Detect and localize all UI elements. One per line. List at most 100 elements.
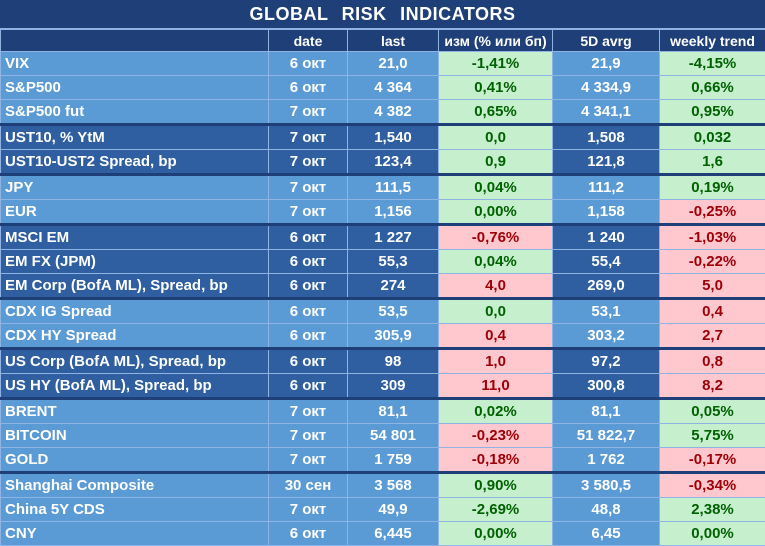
header-avg: 5D avrg	[553, 30, 660, 52]
row-weekly: 0,8	[660, 349, 765, 374]
row-avg: 55,4	[553, 250, 660, 274]
header-date: date	[269, 30, 348, 52]
row-avg: 269,0	[553, 274, 660, 299]
row-date: 7 окт	[269, 100, 348, 125]
row-name: Shanghai Composite	[1, 473, 269, 498]
row-last: 49,9	[348, 498, 439, 522]
row-name: VIX	[1, 52, 269, 76]
row-name: China 5Y CDS	[1, 498, 269, 522]
row-change: 0,4	[439, 324, 553, 349]
row-name: MSCI EM	[1, 225, 269, 250]
row-change: -0,18%	[439, 448, 553, 473]
header-last: last	[348, 30, 439, 52]
row-last: 305,9	[348, 324, 439, 349]
row-weekly: 1,6	[660, 150, 765, 175]
row-last: 53,5	[348, 299, 439, 324]
row-last: 274	[348, 274, 439, 299]
row-last: 4 382	[348, 100, 439, 125]
row-date: 7 окт	[269, 150, 348, 175]
row-change: -1,41%	[439, 52, 553, 76]
row-last: 21,0	[348, 52, 439, 76]
row-last: 309	[348, 374, 439, 399]
row-avg: 300,8	[553, 374, 660, 399]
row-avg: 1 762	[553, 448, 660, 473]
row-date: 6 окт	[269, 522, 348, 546]
row-weekly: -4,15%	[660, 52, 765, 76]
row-weekly: 0,95%	[660, 100, 765, 125]
row-name: CNY	[1, 522, 269, 546]
row-date: 7 окт	[269, 175, 348, 200]
row-weekly: 5,75%	[660, 424, 765, 448]
row-last: 54 801	[348, 424, 439, 448]
row-last: 111,5	[348, 175, 439, 200]
row-date: 6 окт	[269, 349, 348, 374]
row-change: 11,0	[439, 374, 553, 399]
row-date: 7 окт	[269, 448, 348, 473]
row-weekly: 2,38%	[660, 498, 765, 522]
row-weekly: 0,00%	[660, 522, 765, 546]
row-name: JPY	[1, 175, 269, 200]
row-change: -0,76%	[439, 225, 553, 250]
row-change: 0,04%	[439, 250, 553, 274]
row-date: 6 окт	[269, 299, 348, 324]
row-name: CDX IG Spread	[1, 299, 269, 324]
row-change: 0,9	[439, 150, 553, 175]
row-weekly: 5,0	[660, 274, 765, 299]
row-date: 6 окт	[269, 76, 348, 100]
row-last: 1,540	[348, 125, 439, 150]
row-weekly: 0,032	[660, 125, 765, 150]
row-avg: 48,8	[553, 498, 660, 522]
row-avg: 111,2	[553, 175, 660, 200]
row-change: 0,00%	[439, 522, 553, 546]
row-date: 30 сен	[269, 473, 348, 498]
row-name: S&P500 fut	[1, 100, 269, 125]
row-name: BRENT	[1, 399, 269, 424]
row-date: 7 окт	[269, 498, 348, 522]
row-change: 0,00%	[439, 200, 553, 225]
row-avg: 3 580,5	[553, 473, 660, 498]
header-name	[1, 30, 269, 52]
row-last: 3 568	[348, 473, 439, 498]
row-weekly: 0,66%	[660, 76, 765, 100]
row-change: 4,0	[439, 274, 553, 299]
row-date: 6 окт	[269, 324, 348, 349]
row-avg: 51 822,7	[553, 424, 660, 448]
row-date: 7 окт	[269, 200, 348, 225]
row-weekly: 8,2	[660, 374, 765, 399]
row-last: 4 364	[348, 76, 439, 100]
row-last: 81,1	[348, 399, 439, 424]
row-name: S&P500	[1, 76, 269, 100]
row-date: 7 окт	[269, 125, 348, 150]
row-name: UST10-UST2 Spread, bp	[1, 150, 269, 175]
row-avg: 1,508	[553, 125, 660, 150]
row-name: EM FX (JPM)	[1, 250, 269, 274]
row-last: 123,4	[348, 150, 439, 175]
header-change: изм (% или бп)	[439, 30, 553, 52]
row-name: US Corp (BofA ML), Spread, bp	[1, 349, 269, 374]
row-avg: 6,45	[553, 522, 660, 546]
row-date: 6 окт	[269, 250, 348, 274]
row-name: UST10, % YtM	[1, 125, 269, 150]
row-change: 0,0	[439, 125, 553, 150]
row-name: CDX HY Spread	[1, 324, 269, 349]
row-change: -2,69%	[439, 498, 553, 522]
row-change: 0,02%	[439, 399, 553, 424]
row-avg: 121,8	[553, 150, 660, 175]
row-avg: 21,9	[553, 52, 660, 76]
row-avg: 303,2	[553, 324, 660, 349]
row-date: 7 окт	[269, 424, 348, 448]
row-change: 0,65%	[439, 100, 553, 125]
